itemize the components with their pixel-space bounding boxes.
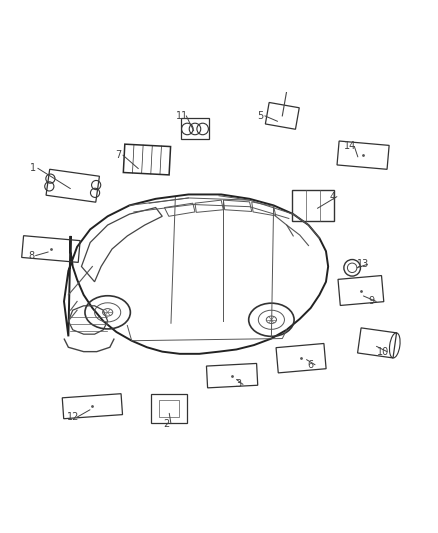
- Text: 8: 8: [28, 251, 34, 261]
- Text: 5: 5: [258, 111, 264, 121]
- Text: 2: 2: [163, 419, 170, 429]
- Text: 13: 13: [357, 260, 369, 269]
- Text: 1: 1: [30, 163, 36, 173]
- Text: 11: 11: [176, 111, 188, 121]
- Text: 12: 12: [67, 412, 79, 422]
- Text: 3: 3: [236, 379, 242, 390]
- Text: 9: 9: [369, 296, 375, 306]
- Text: 14: 14: [344, 141, 356, 151]
- Text: 6: 6: [307, 360, 314, 370]
- Text: 10: 10: [377, 346, 389, 357]
- Text: 7: 7: [116, 150, 122, 160]
- Text: 4: 4: [329, 192, 336, 201]
